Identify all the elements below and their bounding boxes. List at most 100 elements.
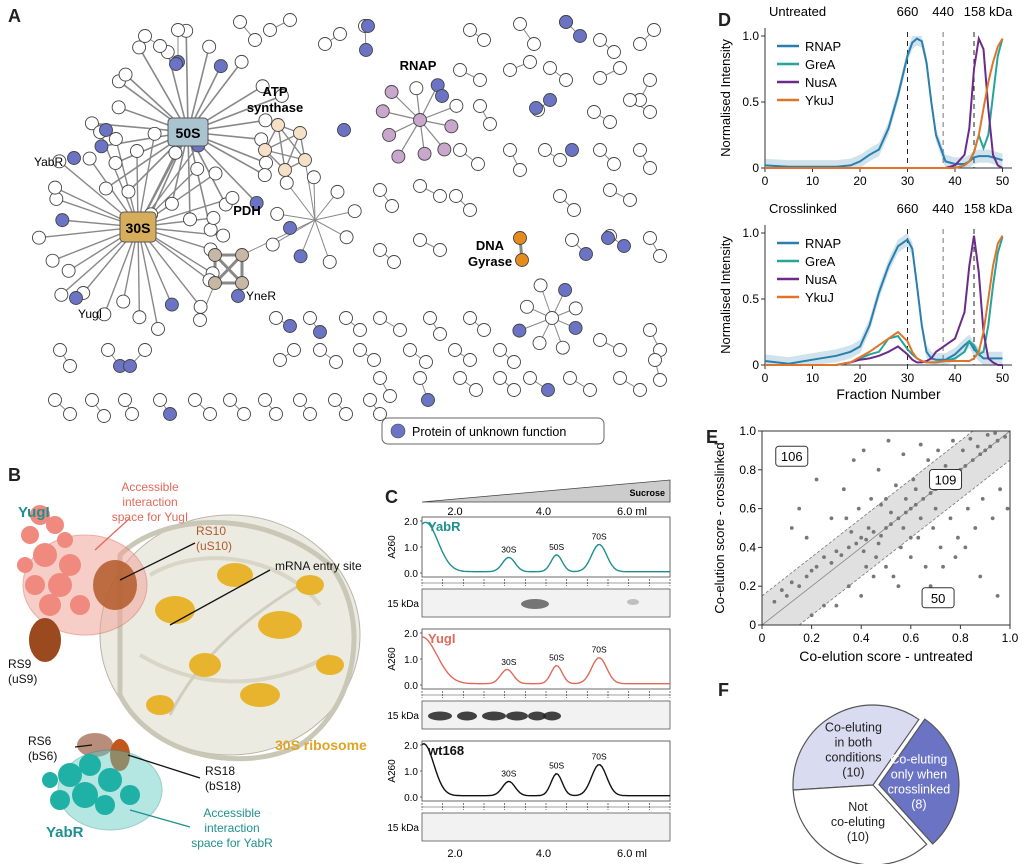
scatter-point [908,535,913,540]
scatter-point [903,497,908,501]
network-node [463,353,477,367]
network-node [111,100,126,115]
scatter-point [898,545,903,550]
scatter-point [846,584,851,589]
network-node [568,301,583,316]
network-node [541,383,555,397]
scatter-point [876,467,881,472]
count-label: 50 [931,591,945,606]
rs10-label-1: RS10 [196,524,226,538]
pie-label: crosslinked [888,783,951,797]
scatter-point [998,487,1002,492]
network-node [84,116,99,131]
scatter-point [797,506,802,511]
network-node [473,73,487,87]
mw-marker-label: 660 [897,201,919,216]
peak-label: 50S [549,653,564,663]
network-node [52,154,67,169]
scatter-point [804,574,809,579]
network-node [237,407,251,421]
profile-ylabel: A260 [387,647,398,671]
scatter-point [901,452,906,457]
network-node [449,98,464,113]
panel-f: F Co-eluting in both conditions (10) Co-elut… [690,670,1024,864]
gyrase-label-1: DNA [476,238,505,253]
network-node [101,343,115,357]
network-node [603,183,617,197]
network-node [363,393,377,407]
network-node [413,179,427,193]
network-node [607,157,621,171]
network-node [359,43,373,57]
network-node [263,23,277,37]
rnap-label: RNAP [400,58,437,73]
network-node [270,206,285,221]
profile-ytick: 2.0 [404,629,418,640]
hub-50s-label: 50S [176,125,201,141]
network-node [393,323,407,337]
network-node [118,67,133,82]
network-node [85,393,99,407]
network-node [287,343,301,357]
network-node [385,199,399,213]
scatter-point [903,510,908,515]
network-node [306,170,321,185]
ytick-label: 1.0 [742,226,759,240]
scatter-point [844,516,849,521]
scatter-point [879,533,883,538]
scatter-point [990,516,995,521]
scatter-point [918,442,923,447]
gradient-block-0: 2.0 1.0 0.0 A260 YabR 30S 50S 70S 15 kDa [387,516,671,618]
network-node [216,228,231,243]
series-band [765,36,1003,168]
network-node [257,168,272,183]
network-node [258,143,272,157]
network-node [293,126,307,140]
network-node [567,203,581,217]
network-node [444,119,459,134]
chart-title: Untreated [769,4,826,19]
network-node [147,126,162,141]
bottom-tick-label: 6.0 ml [617,848,647,860]
network-node [433,327,447,341]
profile-name: YugI [428,631,455,646]
pie-label: only when [891,768,947,782]
scatter-point [841,487,846,492]
network-node [94,139,109,154]
network-node [298,153,312,167]
scatter-point [995,594,1000,598]
network-node [353,343,367,357]
network-node [579,247,593,261]
network-node [313,325,327,339]
blot-band [457,711,477,721]
yabr-space-label-3: space for YabR [191,836,273,850]
western-blot [421,812,671,842]
sucrose-label: Sucrose [629,488,665,498]
network-node [373,243,387,257]
blot-band [428,711,452,721]
ytick-label: 0.5 [742,292,759,306]
network-node [329,355,343,369]
network-node [553,153,567,167]
network-node [503,143,517,157]
yugi-space-label-3: space for YugI [112,510,189,524]
panel-b-letter: B [8,465,21,485]
profile-trace [421,636,670,685]
xtick-label: 10 [806,174,820,188]
pie-label: conditions [825,751,881,765]
scatter-point [874,555,878,559]
network-node [617,239,631,253]
scatter-point [908,506,913,511]
hub-50s-node [167,117,209,147]
network-node [233,15,247,29]
profile-ytick: 2.0 [404,517,418,528]
network-node [613,61,627,75]
peak-label: 70S [592,531,607,541]
scatter-point [995,438,1000,443]
scatter-point [963,545,968,550]
series-line [765,35,1003,169]
network-edge [187,131,191,220]
network-node [69,291,83,305]
scatter-point [965,506,970,511]
scatter-point [822,603,826,608]
